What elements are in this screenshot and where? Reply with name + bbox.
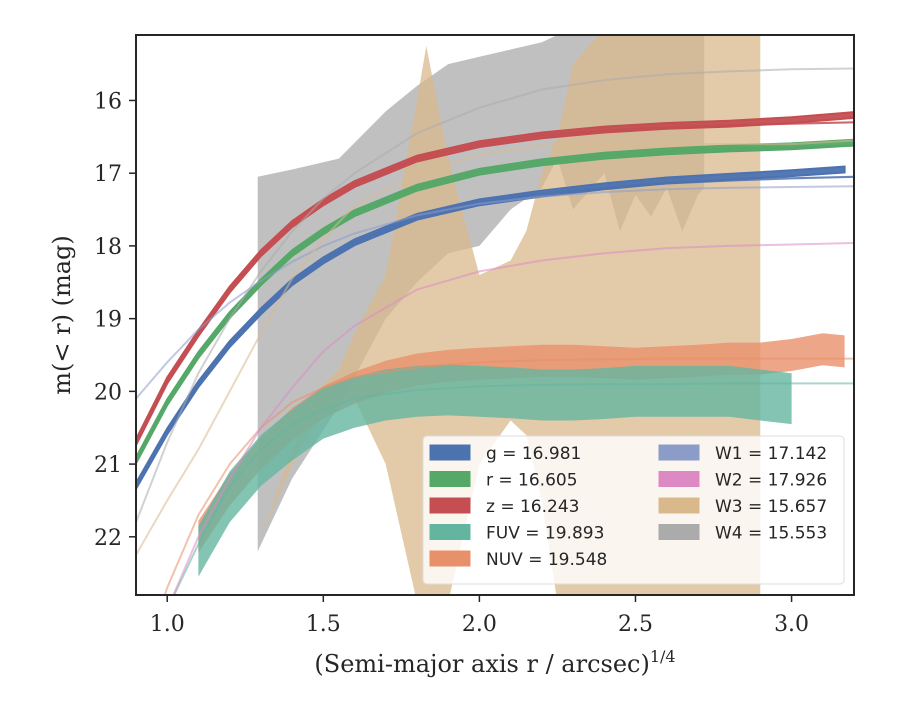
model-fit-lines (136, 67, 854, 595)
legend-swatch (429, 444, 471, 461)
y-axis-label: m(< r) (mag) (48, 235, 76, 394)
legend-swatch (429, 550, 471, 567)
legend-swatch (658, 497, 700, 514)
legend-label: NUV = 19.548 (486, 550, 607, 570)
legend-swatch (429, 524, 471, 540)
legend-swatch (429, 471, 471, 487)
legend-swatch (429, 497, 471, 514)
x-axis-label: (Semi-major axis r / arcsec)1/4 (314, 647, 675, 678)
x-tick-label: 1.5 (306, 612, 341, 637)
band-z (136, 111, 854, 446)
x-tick-label: 2.5 (618, 612, 653, 637)
legend-label: W1 = 17.142 (715, 444, 827, 464)
band-g (136, 165, 846, 491)
x-tick-label: 3.0 (774, 612, 809, 637)
x-tick-label: 2.0 (462, 612, 497, 637)
plot-frame (135, 34, 855, 596)
legend-label: W3 = 15.657 (715, 497, 827, 517)
y-tick-label: 19 (94, 308, 122, 333)
y-tick-label: 17 (94, 162, 122, 187)
fit-line-fuv (173, 382, 854, 595)
legend-swatch (658, 471, 700, 487)
fit-line-r (136, 144, 854, 462)
legend-label: r = 16.605 (486, 471, 578, 491)
x-tick-label: 1.0 (150, 612, 185, 637)
fit-line-nuv (163, 357, 854, 595)
y-tick-label: 21 (94, 453, 122, 478)
legend: g = 16.981 r = 16.605 z = 16.243 FUV = 19.8… (422, 435, 845, 585)
legend-swatch (658, 524, 700, 540)
fit-line-w2 (172, 242, 854, 595)
x-axis-ticks: 1.0 1.5 2.0 2.5 3.0 (150, 595, 809, 637)
fit-line-w1 (136, 185, 854, 400)
y-tick-label: 20 (94, 380, 122, 405)
fit-line-z (136, 121, 854, 443)
y-tick-label: 16 (94, 89, 122, 114)
legend-label: W4 = 15.553 (715, 524, 827, 544)
legend-label: FUV = 19.893 (486, 524, 604, 544)
fit-line-g (136, 175, 854, 487)
fit-line-w3 (136, 139, 854, 556)
legend-box (422, 435, 845, 585)
y-tick-label: 22 (94, 526, 122, 551)
legend-label: g = 16.981 (486, 444, 581, 464)
legend-swatch (658, 444, 700, 461)
y-tick-label: 18 (94, 235, 122, 260)
legend-label: z = 16.243 (486, 497, 579, 517)
legend-label: W2 = 17.926 (715, 471, 827, 491)
band-fuv (198, 364, 792, 577)
y-axis-ticks: 16 17 18 19 20 21 22 (94, 89, 136, 551)
fit-line-w4 (136, 67, 854, 523)
